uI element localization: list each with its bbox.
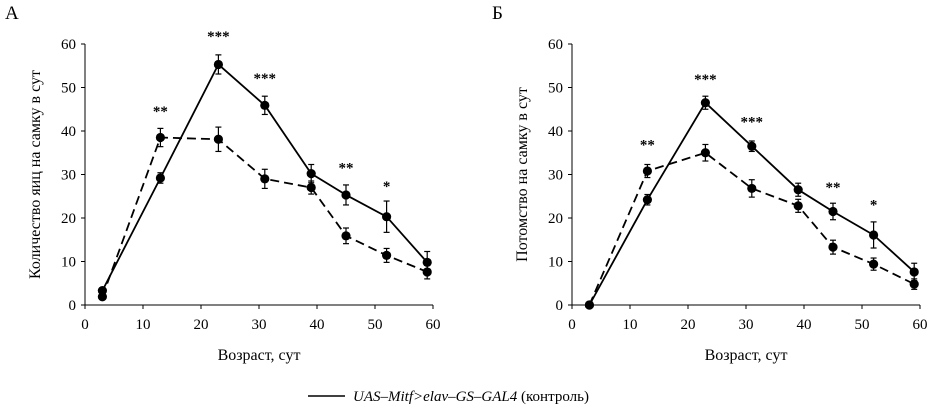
series-line-dashed xyxy=(101,136,428,298)
y-tick-label: 50 xyxy=(61,81,76,97)
y-tick-label: 60 xyxy=(61,37,76,53)
data-point-solid xyxy=(260,100,270,110)
x-tick-label: 60 xyxy=(426,317,441,333)
x-axis-title: Возраст, сут xyxy=(705,347,788,364)
data-point-solid xyxy=(700,98,711,108)
data-point-solid xyxy=(341,190,351,200)
x-tick-label: 40 xyxy=(310,317,325,333)
y-tick-label: 20 xyxy=(548,211,563,227)
data-point-solid xyxy=(793,185,803,195)
legend-label-plain: (контроль) xyxy=(517,389,589,405)
significance-marker: *** xyxy=(207,29,230,45)
panel-a: А 0 10 20 30 40 50 60 0 10 20 30 40 50 60 Возраст, сут К… xyxy=(5,3,441,364)
y-tick-label: 10 xyxy=(61,255,76,271)
y-tick-label: 40 xyxy=(61,124,76,140)
y-tick-label: 10 xyxy=(548,255,563,271)
data-point-dashed xyxy=(260,174,270,184)
data-point-dashed xyxy=(747,183,757,194)
panel-label: А xyxy=(5,3,19,24)
series-line-solid xyxy=(101,63,428,292)
significance-marker: *** xyxy=(741,115,764,131)
series-line-dashed xyxy=(588,151,915,306)
significance-marker: * xyxy=(870,197,878,213)
y-axis-title: Потомство на самку в сут xyxy=(514,87,531,262)
x-tick-label: 0 xyxy=(81,317,89,333)
significance-marker: ** xyxy=(339,160,354,176)
x-tick-label: 30 xyxy=(739,317,754,333)
significance-marker: *** xyxy=(694,72,717,88)
data-point-dashed xyxy=(700,148,711,158)
x-tick-label: 40 xyxy=(797,317,812,333)
data-point-dashed xyxy=(642,166,653,176)
data-point-solid xyxy=(382,212,392,222)
data-point-solid xyxy=(155,173,165,183)
significance-marker: ** xyxy=(153,104,168,120)
y-tick-label: 30 xyxy=(548,168,563,184)
data-point-solid xyxy=(828,206,838,217)
x-tick-label: 0 xyxy=(568,317,576,333)
data-point-dashed xyxy=(155,132,165,143)
data-point-solid xyxy=(306,169,316,179)
data-point-dashed xyxy=(584,300,595,310)
x-tick-label: 20 xyxy=(194,317,209,333)
legend: UAS–Mitf>elav–GS–GAL4 (контроль) xyxy=(308,389,589,405)
data-point-solid xyxy=(909,267,919,277)
series-line-solid xyxy=(588,101,915,306)
y-tick-label: 50 xyxy=(548,81,563,97)
legend-label-italic: UAS–Mitf>elav–GS–GAL4 xyxy=(353,389,518,405)
y-tick-label: 20 xyxy=(61,211,76,227)
y-tick-label: 60 xyxy=(548,37,563,53)
x-tick-label: 20 xyxy=(681,317,696,333)
significance-marker: *** xyxy=(254,71,277,87)
y-tick-label: 30 xyxy=(61,168,76,184)
significance-marker: * xyxy=(383,179,391,195)
data-point-solid xyxy=(642,195,653,205)
data-point-dashed xyxy=(306,182,316,193)
panel-label: Б xyxy=(492,3,503,24)
legend-label: UAS–Mitf>elav–GS–GAL4 (контроль) xyxy=(353,389,589,405)
x-tick-label: 50 xyxy=(855,317,870,333)
x-tick-label: 30 xyxy=(252,317,267,333)
data-point-dashed xyxy=(341,231,351,241)
data-point-dashed xyxy=(793,201,803,211)
y-tick-label: 0 xyxy=(556,298,564,314)
data-point-solid xyxy=(213,59,223,70)
x-tick-label: 10 xyxy=(623,317,638,333)
data-point-dashed xyxy=(422,267,432,277)
y-tick-label: 40 xyxy=(548,124,563,140)
data-point-dashed xyxy=(382,250,392,261)
data-point-dashed xyxy=(213,134,223,144)
data-point-dashed xyxy=(909,279,919,289)
significance-marker: ** xyxy=(640,138,655,154)
x-tick-label: 10 xyxy=(136,317,151,333)
x-axis-title: Возраст, сут xyxy=(218,347,301,364)
data-point-dashed xyxy=(97,292,107,302)
x-tick-label: 60 xyxy=(913,317,928,333)
data-point-dashed xyxy=(869,259,879,269)
y-tick-label: 0 xyxy=(69,298,77,314)
data-point-solid xyxy=(747,141,757,151)
y-axis-title: Количество яиц на самку в сут xyxy=(27,70,44,279)
significance-marker: ** xyxy=(826,180,841,196)
panel-b: Б 0 10 20 30 40 50 60 0 10 20 30 40 50 60 Возраст, сут П… xyxy=(492,3,928,364)
data-point-dashed xyxy=(828,242,838,252)
x-tick-label: 50 xyxy=(368,317,383,333)
data-point-solid xyxy=(869,230,879,240)
